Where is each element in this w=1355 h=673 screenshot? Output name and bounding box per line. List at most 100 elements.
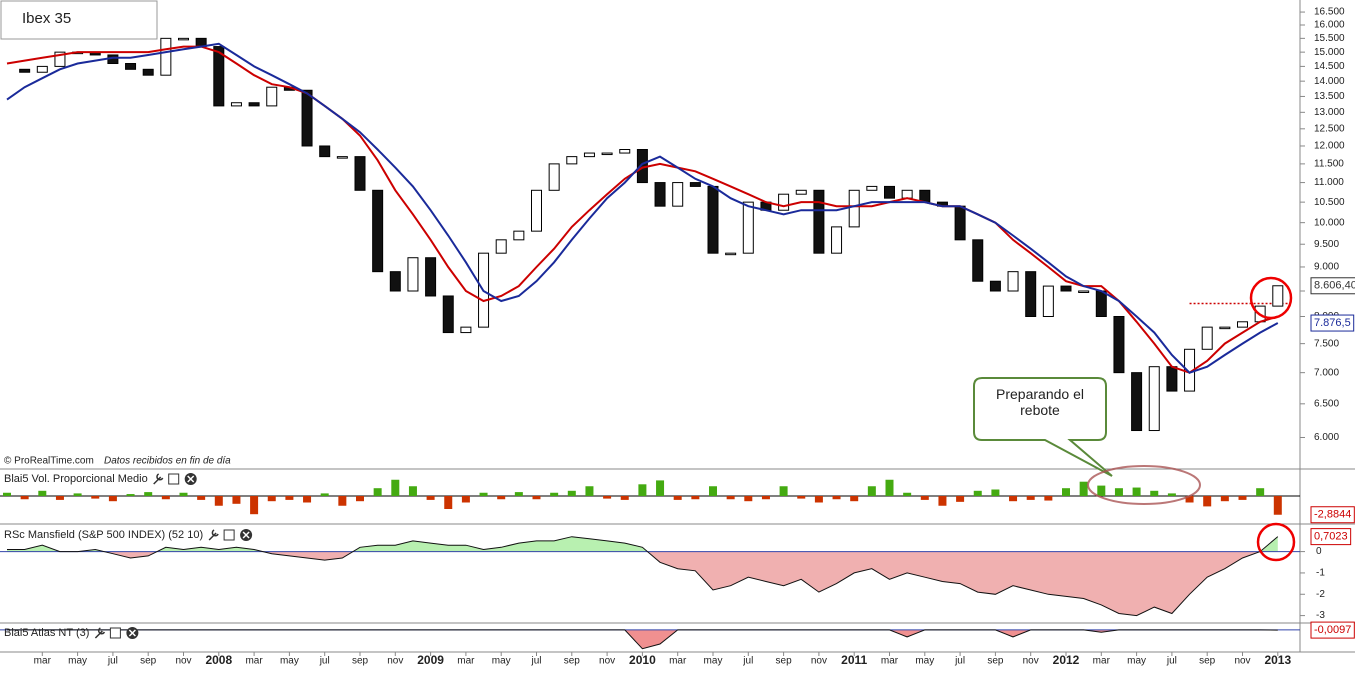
last-value-box bbox=[1310, 621, 1355, 639]
watermark-note: Datos recibidos en fin de día bbox=[104, 456, 231, 467]
last-value-label: 7.876,5 bbox=[1314, 317, 1351, 329]
last-value-box bbox=[1310, 314, 1355, 332]
histogram-bar bbox=[250, 496, 259, 515]
candle bbox=[583, 152, 595, 158]
candle bbox=[901, 189, 913, 199]
histogram-bar bbox=[585, 486, 594, 496]
candle bbox=[989, 280, 1001, 292]
histogram-bar bbox=[903, 492, 912, 496]
candle bbox=[442, 295, 454, 334]
histogram-bar bbox=[1185, 496, 1194, 503]
panel-frames bbox=[0, 0, 1355, 653]
y-tick-label: 10.000 bbox=[1314, 217, 1345, 228]
maximize-icon[interactable] bbox=[109, 627, 121, 639]
settings-icon[interactable] bbox=[153, 473, 164, 485]
candle bbox=[142, 68, 154, 76]
maximize-icon[interactable] bbox=[223, 529, 235, 541]
x-tick-label: sep bbox=[776, 656, 793, 667]
histogram-bar bbox=[673, 496, 682, 500]
candle bbox=[460, 326, 472, 334]
candle bbox=[54, 51, 66, 67]
y-tick-label: 16.500 bbox=[1314, 7, 1345, 18]
candle bbox=[230, 102, 242, 107]
candle bbox=[795, 189, 807, 195]
y-tick-label: 9.500 bbox=[1314, 239, 1339, 250]
histogram-bar bbox=[1114, 488, 1123, 496]
last-value-label: 0,7023 bbox=[1314, 531, 1348, 543]
y-tick-label: 9.000 bbox=[1314, 262, 1339, 273]
plot-area bbox=[0, 37, 1300, 650]
y-tick-label: 12.000 bbox=[1314, 141, 1345, 152]
histogram-bar bbox=[91, 496, 100, 499]
candle bbox=[1166, 366, 1178, 392]
histogram-bar bbox=[761, 496, 770, 500]
histogram-bar bbox=[567, 490, 576, 496]
histogram-bar bbox=[214, 496, 223, 506]
candle bbox=[601, 152, 613, 156]
candle bbox=[884, 185, 895, 199]
histogram-bar bbox=[3, 492, 11, 496]
histogram-bar bbox=[232, 496, 241, 504]
chart-title: Ibex 35 bbox=[22, 10, 71, 27]
y-tick-label: 7.000 bbox=[1314, 367, 1339, 378]
histogram-bar bbox=[1044, 496, 1053, 501]
candle bbox=[707, 185, 719, 254]
histogram-bar bbox=[179, 492, 188, 496]
moving-average bbox=[6, 45, 1279, 374]
settings-icon[interactable] bbox=[208, 529, 219, 541]
y-tick-label: 15.000 bbox=[1314, 47, 1345, 58]
last-value-label: -0,0097 bbox=[1314, 624, 1351, 636]
panel-title: RSc Mansfield (S&P 500 INDEX) (52 10) bbox=[4, 529, 203, 541]
histogram-bar bbox=[55, 496, 64, 500]
histogram-bar bbox=[426, 496, 435, 500]
histogram-bar bbox=[303, 496, 312, 503]
histogram-bar bbox=[497, 496, 506, 500]
last-value-label: 8.606,40 bbox=[1314, 280, 1355, 292]
candle bbox=[1272, 285, 1284, 307]
x-tick-label: nov bbox=[1023, 656, 1039, 667]
area-negative bbox=[7, 629, 1278, 649]
x-tick-label: sep bbox=[352, 656, 369, 667]
candle bbox=[19, 68, 31, 73]
x-tick-label: nov bbox=[175, 656, 191, 667]
highlight-circle bbox=[1249, 276, 1293, 320]
candle bbox=[1078, 290, 1090, 294]
candle bbox=[248, 102, 260, 107]
histogram-bar bbox=[338, 496, 347, 506]
candle bbox=[954, 205, 966, 241]
y-tick-label: -2 bbox=[1316, 589, 1325, 600]
histogram-bar bbox=[267, 496, 276, 502]
callout: Preparando el rebote bbox=[973, 377, 1113, 477]
highlight-circle bbox=[1256, 522, 1296, 562]
histogram-bar bbox=[1273, 496, 1282, 515]
settings-icon[interactable] bbox=[94, 627, 106, 639]
watermark: © ProRealTime.com bbox=[4, 456, 94, 467]
y-tick-label: 7.500 bbox=[1314, 338, 1339, 349]
x-tick-label: may bbox=[68, 656, 87, 667]
candle bbox=[1095, 290, 1107, 317]
histogram-bar bbox=[161, 496, 170, 500]
candle bbox=[1113, 315, 1125, 374]
maximize-icon[interactable] bbox=[168, 473, 180, 485]
histogram-bar bbox=[1203, 496, 1212, 507]
candle bbox=[407, 257, 419, 292]
histogram-bar bbox=[1167, 493, 1176, 496]
y-tick-label: 16.000 bbox=[1314, 20, 1345, 31]
histogram-bar bbox=[444, 496, 453, 509]
histogram-bar bbox=[108, 496, 117, 502]
candle bbox=[495, 239, 507, 254]
y-tick-label: 11.500 bbox=[1314, 159, 1344, 170]
histogram-bar bbox=[126, 494, 135, 496]
callout-text: Preparando el rebote bbox=[996, 386, 1084, 418]
panel-title: Blai5 Vol. Proporcional Medio bbox=[4, 473, 148, 485]
candle bbox=[1219, 326, 1231, 330]
histogram-bar bbox=[373, 488, 382, 496]
histogram-bar bbox=[691, 496, 700, 500]
candle bbox=[972, 239, 984, 282]
candle bbox=[672, 182, 684, 207]
histogram-bar bbox=[797, 496, 806, 499]
histogram-bar bbox=[197, 496, 206, 500]
highlight-ellipse bbox=[1087, 465, 1201, 505]
y-tick-label: 11.000 bbox=[1314, 177, 1344, 188]
